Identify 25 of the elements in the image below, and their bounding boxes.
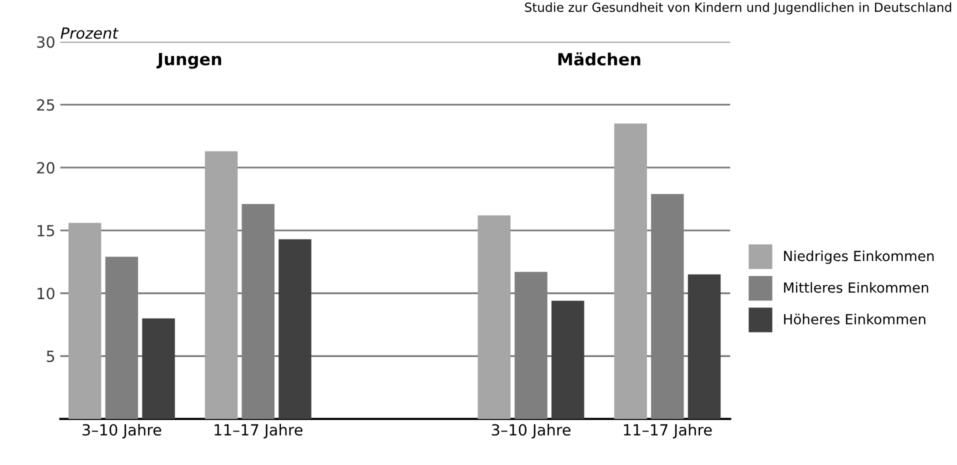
bar (204, 151, 238, 419)
y-tick-label: 30 (37, 36, 54, 48)
y-tick-label: 20 (37, 162, 54, 174)
bar (142, 318, 175, 419)
legend-label: Niedriges Einkommen (784, 250, 934, 264)
y-axis-title: Prozent (60, 28, 119, 39)
y-tick-label: 10 (38, 288, 54, 300)
bar (688, 274, 721, 419)
text: Studie zur Gesundheit von Kindern und Jugendlichen in Deutschland (525, 2, 952, 14)
y-tick-label: 15 (38, 225, 54, 236)
x-tick-label: 3–10 Jahre (492, 424, 570, 438)
x-tick-label: 11–17 Jahre (624, 424, 712, 438)
y-tick-label: 5 (46, 350, 54, 362)
annotation: Jungen (156, 53, 222, 69)
bar (278, 239, 312, 419)
bar (68, 222, 102, 419)
x-tick-label: 3–10 Jahre (82, 424, 162, 438)
x-tick-label: 11–17 Jahre (214, 424, 302, 438)
legend-label: Höheres Einkommen (784, 314, 926, 324)
bar (551, 300, 584, 419)
bar (478, 215, 511, 419)
legend-label: Mittleres Einkommen (784, 282, 928, 293)
bar (614, 124, 647, 419)
y-tick-label: 25 (37, 99, 54, 111)
annotation: Mädchen (558, 52, 640, 66)
